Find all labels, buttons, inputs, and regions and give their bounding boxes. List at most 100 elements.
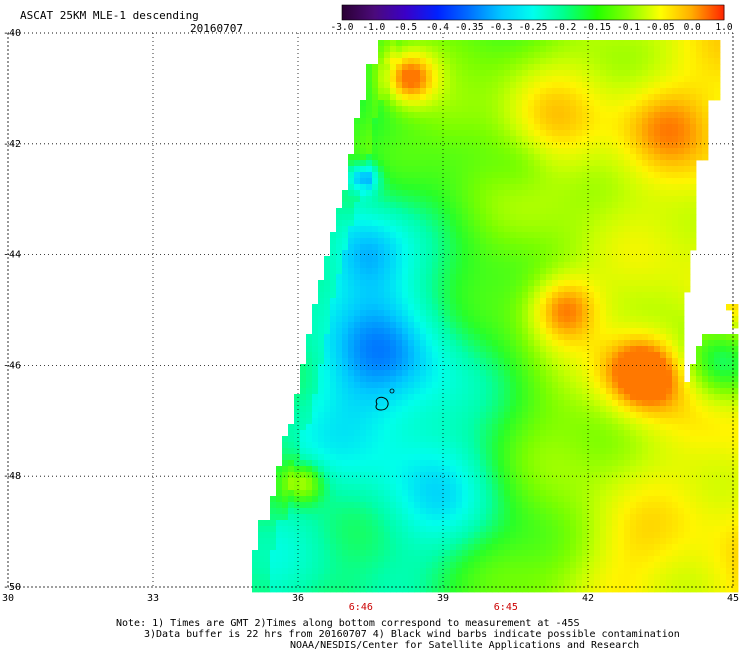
swath-cell [510, 292, 517, 299]
swath-cell [534, 334, 541, 341]
swath-cell [504, 244, 511, 251]
swath-cell [570, 202, 577, 209]
swath-cell [504, 466, 511, 473]
swath-cell [492, 424, 499, 431]
swath-cell [732, 454, 739, 461]
swath-cell [498, 442, 505, 449]
swath-cell [666, 448, 673, 455]
swath-cell [684, 238, 691, 245]
swath-cell [492, 466, 499, 473]
swath-cell [420, 424, 427, 431]
swath-cell [672, 430, 679, 437]
swath-cell [606, 52, 613, 59]
swath-cell [546, 172, 553, 179]
swath-cell [432, 370, 439, 377]
swath-cell [684, 430, 691, 437]
swath-cell [450, 106, 457, 113]
swath-cell [360, 304, 367, 311]
swath-cell [516, 238, 523, 245]
swath-cell [480, 142, 487, 149]
swath-cell [420, 358, 427, 365]
swath-cell [456, 328, 463, 335]
swath-cell [420, 154, 427, 161]
swath-cell [648, 484, 655, 491]
swath-cell [522, 388, 529, 395]
swath-cell [594, 322, 601, 329]
swath-cell [618, 406, 625, 413]
swath-cell [504, 214, 511, 221]
swath-cell [468, 322, 475, 329]
swath-cell [372, 448, 379, 455]
swath-cell [318, 442, 325, 449]
swath-cell [618, 148, 625, 155]
swath-cell [498, 124, 505, 131]
swath-cell [426, 388, 433, 395]
swath-cell [660, 406, 667, 413]
swath-cell [534, 106, 541, 113]
swath-cell [612, 256, 619, 263]
swath-cell [654, 346, 661, 353]
swath-cell [618, 316, 625, 323]
swath-cell [546, 442, 553, 449]
swath-cell [486, 310, 493, 317]
swath-cell [408, 244, 415, 251]
swath-cell [414, 376, 421, 383]
swath-cell [594, 340, 601, 347]
swath-cell [690, 436, 697, 443]
swath-cell [528, 412, 535, 419]
swath-cell [510, 124, 517, 131]
swath-cell [342, 238, 349, 245]
swath-cell [414, 238, 421, 245]
swath-cell [672, 94, 679, 101]
swath-cell [480, 232, 487, 239]
swath-cell [570, 412, 577, 419]
swath-cell [648, 436, 655, 443]
swath-cell [606, 148, 613, 155]
swath-cell [456, 388, 463, 395]
swath-cell [726, 424, 733, 431]
swath-cell [540, 436, 547, 443]
swath-cell [354, 442, 361, 449]
swath-cell [468, 88, 475, 95]
swath-cell [642, 148, 649, 155]
swath-cell [714, 388, 721, 395]
swath-cell [384, 490, 391, 497]
swath-cell [336, 496, 343, 503]
swath-cell [558, 82, 565, 89]
swath-cell [408, 190, 415, 197]
swath-cell [558, 94, 565, 101]
swath-cell [534, 118, 541, 125]
swath-cell [522, 172, 529, 179]
swath-cell [492, 376, 499, 383]
swath-cell [648, 220, 655, 227]
swath-cell [624, 88, 631, 95]
swath-cell [552, 394, 559, 401]
swath-cell [360, 232, 367, 239]
swath-cell [426, 88, 433, 95]
swath-cell [516, 280, 523, 287]
swath-cell [504, 334, 511, 341]
swath-cell [384, 268, 391, 275]
swath-cell [552, 292, 559, 299]
swath-cell [486, 418, 493, 425]
swath-cell [690, 424, 697, 431]
swath-cell [654, 184, 661, 191]
swath-cell [432, 184, 439, 191]
swath-cell [510, 376, 517, 383]
swath-cell [468, 172, 475, 179]
swath-cell [456, 460, 463, 467]
swath-cell [516, 136, 523, 143]
swath-cell [390, 448, 397, 455]
swath-cell [564, 112, 571, 119]
swath-cell [606, 154, 613, 161]
swath-cell [570, 334, 577, 341]
swath-cell [678, 376, 685, 383]
swath-cell [486, 376, 493, 383]
swath-cell [642, 484, 649, 491]
swath-cell [354, 340, 361, 347]
swath-cell [432, 436, 439, 443]
swath-cell [396, 274, 403, 281]
swath-cell [486, 238, 493, 245]
swath-cell [588, 430, 595, 437]
swath-cell [462, 106, 469, 113]
